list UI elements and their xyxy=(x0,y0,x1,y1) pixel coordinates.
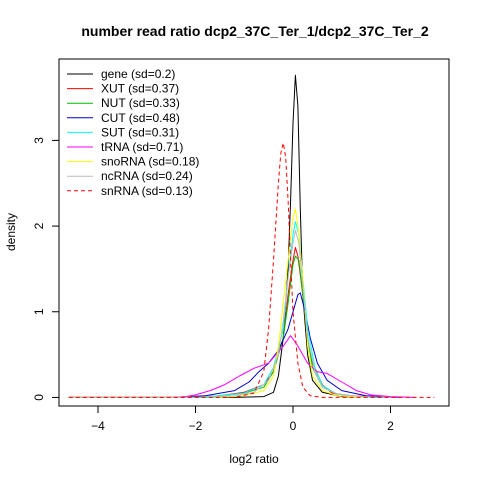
series-line-1 xyxy=(68,247,391,398)
series-line-7 xyxy=(68,229,391,398)
series-line-5 xyxy=(68,335,415,398)
y-tick-label: 1 xyxy=(32,308,46,315)
y-tick-label: 0 xyxy=(32,394,46,401)
legend-label: SUT (sd=0.31) xyxy=(101,125,179,139)
x-axis-label: log2 ratio xyxy=(229,452,279,466)
legend-label: XUT (sd=0.37) xyxy=(101,82,179,96)
y-tick-label: 2 xyxy=(32,222,46,229)
x-tick-label: 2 xyxy=(387,419,394,433)
legend-label: snoRNA (sd=0.18) xyxy=(101,155,199,169)
legend: gene (sd=0.2)XUT (sd=0.37)NUT (sd=0.33)C… xyxy=(67,67,199,198)
y-axis-label: density xyxy=(4,213,18,251)
legend-label: snRNA (sd=0.13) xyxy=(101,184,193,198)
legend-label: tRNA (sd=0.71) xyxy=(101,140,183,154)
series-line-6 xyxy=(68,208,367,398)
series-layer xyxy=(68,74,435,398)
y-axis: 0 1 2 3 xyxy=(32,137,60,401)
legend-label: gene (sd=0.2) xyxy=(101,67,175,81)
legend-label: CUT (sd=0.48) xyxy=(101,111,180,125)
series-line-4 xyxy=(68,221,391,398)
series-line-2 xyxy=(68,255,391,398)
series-line-0 xyxy=(68,74,391,398)
legend-label: NUT (sd=0.33) xyxy=(101,96,180,110)
x-tick-label: −2 xyxy=(189,419,203,433)
x-axis: −4 −2 0 2 xyxy=(91,405,394,433)
y-tick-label: 3 xyxy=(32,137,46,144)
legend-label: ncRNA (sd=0.24) xyxy=(101,169,193,183)
series-line-3 xyxy=(68,292,401,398)
x-tick-label: 0 xyxy=(290,419,297,433)
series-line-8 xyxy=(68,142,435,398)
chart-title: number read ratio dcp2_37C_Ter_1/dcp2_37… xyxy=(81,23,429,39)
x-tick-label: −4 xyxy=(91,419,105,433)
